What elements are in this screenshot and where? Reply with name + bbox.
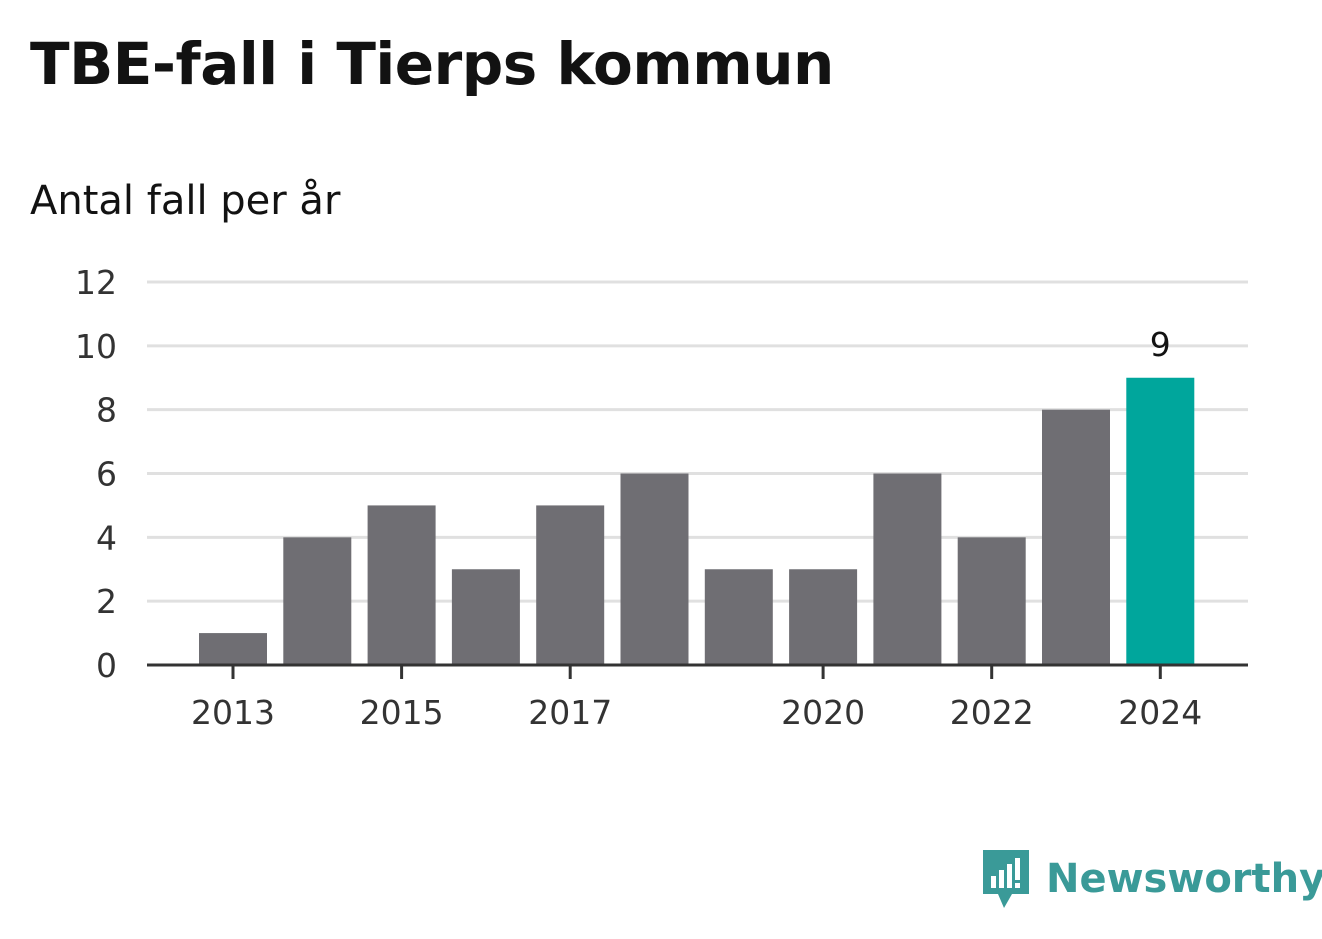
x-tick-label: 2015 <box>360 693 444 732</box>
bar-2018 <box>620 473 689 665</box>
bar-2023 <box>1042 409 1110 665</box>
x-tick-label: 2022 <box>950 693 1034 732</box>
chart-subtitle: Antal fall per år <box>30 178 341 224</box>
y-tick-label: 2 <box>96 582 117 621</box>
y-tick-label: 0 <box>96 646 117 685</box>
y-tick-label: 6 <box>96 455 117 494</box>
bar-2021 <box>873 473 942 665</box>
x-tick-label: 2024 <box>1118 693 1202 732</box>
bar-2020 <box>789 569 858 665</box>
bar-2019 <box>704 569 773 665</box>
bar-2014 <box>283 537 352 665</box>
chart-title: TBE-fall i Tierps kommun <box>30 30 834 98</box>
bar-2013 <box>199 633 267 665</box>
data-label-2024: 9 <box>1150 325 1171 364</box>
bar-2017 <box>536 505 605 665</box>
y-tick-label: 12 <box>75 263 117 302</box>
newsworthy-logo-text: Newsworthy <box>1046 856 1322 902</box>
x-tick-label: 2020 <box>781 693 865 732</box>
y-tick-label: 4 <box>96 518 117 557</box>
bar-2016 <box>451 569 520 665</box>
bar-2022 <box>957 537 1026 665</box>
y-tick-label: 10 <box>75 327 117 366</box>
newsworthy-logo-icon <box>983 850 1029 908</box>
x-tick-label: 2017 <box>528 693 612 732</box>
x-tick-label: 2013 <box>191 693 275 732</box>
newsworthy-logo: Newsworthy <box>980 848 1322 910</box>
y-tick-label: 8 <box>96 391 117 430</box>
bar-2015 <box>367 505 436 665</box>
bar-2024 <box>1126 377 1195 665</box>
bar-chart: 0 2 4 6 8 10 12 2013 2015 2017 2020 2022 2024 9 <box>75 263 1248 732</box>
